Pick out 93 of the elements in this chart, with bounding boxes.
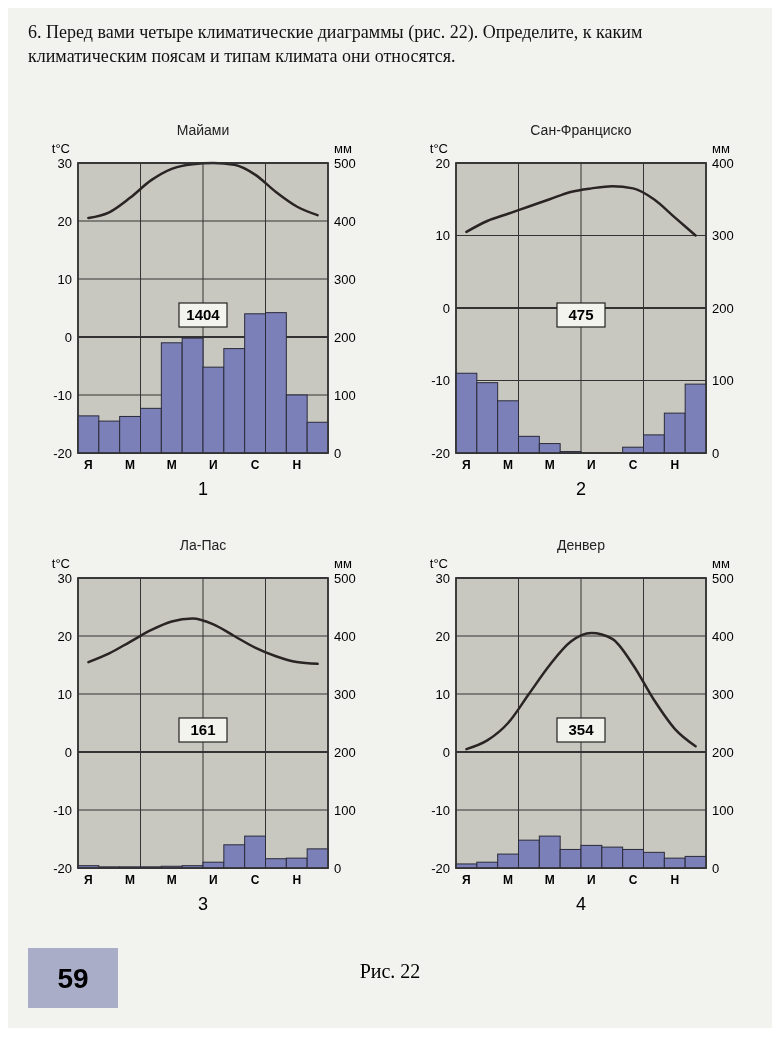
y-tick-label: 10 (57, 271, 72, 287)
text: 1 (197, 479, 209, 499)
annotation: 1404 (186, 306, 221, 324)
y2-tick-label: 200 (334, 744, 356, 760)
x-tick-label: С (250, 873, 260, 887)
y-tick-label: 20 (57, 628, 72, 644)
chart-title: Ла-Пас (179, 537, 227, 553)
y2-axis-title: мм (334, 556, 352, 571)
x-tick-label: Я (462, 458, 471, 472)
y2-tick-label: 100 (334, 802, 356, 818)
x-tick-label: М (166, 458, 177, 472)
chart-title: Денвер (557, 537, 606, 553)
y2-tick-label: 100 (334, 387, 356, 403)
y-tick-label: 30 (57, 155, 72, 171)
y-tick-label: 10 (435, 228, 450, 244)
x-tick-label: Н (670, 873, 680, 887)
y2-tick-label: 400 (712, 628, 734, 644)
text: 2 (575, 479, 587, 499)
annotation: 161 (190, 721, 216, 739)
x-tick-label: М (125, 458, 136, 472)
x-tick-label: М (166, 873, 177, 887)
annotation: 354 (568, 721, 595, 739)
y2-tick-label: 100 (712, 802, 734, 818)
y2-tick-label: 300 (334, 686, 356, 702)
x-tick-label: М (125, 873, 136, 887)
x-tick-label: Я (462, 873, 471, 887)
y-tick-label: 0 (442, 744, 450, 760)
y2-tick-label: 500 (334, 155, 356, 171)
y2-tick-label: 500 (712, 570, 734, 586)
annotation: 475 (568, 306, 594, 324)
x-tick-label: Н (670, 458, 680, 472)
y-tick-label: -20 (53, 860, 72, 876)
y-tick-label: -10 (53, 802, 72, 818)
y-tick-label: 0 (442, 300, 450, 316)
y-tick-label: -10 (53, 387, 72, 403)
y2-tick-label: 400 (712, 155, 734, 171)
y-tick-label: 20 (57, 213, 72, 229)
y2-tick-label: 400 (334, 213, 356, 229)
x-tick-label: М (544, 458, 555, 472)
y-tick-label: 20 (435, 628, 450, 644)
x-tick-label: С (628, 458, 638, 472)
y2-tick-label: 0 (334, 445, 342, 461)
x-tick-label: С (628, 873, 638, 887)
x-tick-label: И (587, 458, 596, 472)
y-tick-label: 30 (57, 570, 72, 586)
chart-title: Сан-Франциско (530, 122, 632, 138)
y-axis-title: t°C (51, 556, 70, 571)
y2-tick-label: 0 (712, 860, 720, 876)
text: 4 (575, 894, 587, 914)
y-tick-label: -10 (431, 373, 450, 389)
y-tick-label: 10 (435, 686, 450, 702)
y-tick-label: -10 (431, 802, 450, 818)
y2-tick-label: 300 (334, 271, 356, 287)
y-tick-label: 0 (64, 744, 72, 760)
y2-axis-title: мм (712, 141, 730, 156)
y2-tick-label: 0 (334, 860, 342, 876)
y-tick-label: 0 (64, 329, 72, 345)
y2-tick-label: 300 (712, 228, 734, 244)
y2-tick-label: 100 (712, 373, 734, 389)
x-tick-label: С (250, 458, 260, 472)
x-tick-label: М (544, 873, 555, 887)
x-tick-label: М (503, 458, 514, 472)
x-tick-label: Я (84, 873, 93, 887)
y-axis-title: t°C (429, 141, 448, 156)
x-tick-label: И (209, 873, 218, 887)
y-tick-label: -20 (431, 860, 450, 876)
x-tick-label: Н (292, 458, 302, 472)
y2-tick-label: 200 (334, 329, 356, 345)
y-tick-label: 10 (57, 686, 72, 702)
y2-tick-label: 0 (712, 445, 720, 461)
y2-axis-title: мм (334, 141, 352, 156)
y2-tick-label: 200 (712, 300, 734, 316)
text: 6. Перед вами четыре климатические диаграммы (рис. 22). Определите, к каким климатическим поясам и типам климата они относятся. (28, 22, 643, 66)
x-tick-label: Я (84, 458, 93, 472)
x-tick-label: И (587, 873, 596, 887)
y2-tick-label: 200 (712, 744, 734, 760)
chart-title: Майами (176, 122, 230, 138)
text: Рис. 22 (359, 960, 421, 982)
y2-tick-label: 500 (334, 570, 356, 586)
text: 59 (57, 962, 89, 994)
y-axis-title: t°C (51, 141, 70, 156)
x-tick-label: М (503, 873, 514, 887)
y-axis-title: t°C (429, 556, 448, 571)
y2-tick-label: 400 (334, 628, 356, 644)
y2-tick-label: 300 (712, 686, 734, 702)
x-tick-label: И (209, 458, 218, 472)
y-tick-label: -20 (431, 445, 450, 461)
y2-axis-title: мм (712, 556, 730, 571)
y-tick-label: 30 (435, 570, 450, 586)
text: 3 (197, 894, 209, 914)
x-tick-label: Н (292, 873, 302, 887)
y-tick-label: 20 (435, 155, 450, 171)
y-tick-label: -20 (53, 445, 72, 461)
